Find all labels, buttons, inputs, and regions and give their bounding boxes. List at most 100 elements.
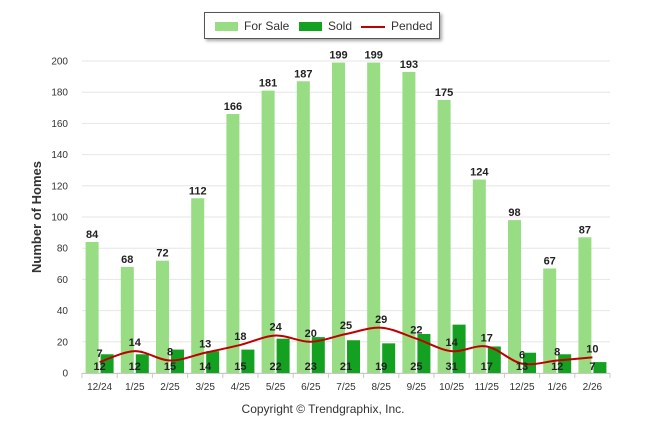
x-tick-label: 5/25 bbox=[266, 382, 286, 393]
data-label-sold: 15 bbox=[234, 361, 246, 373]
x-tick-label: 10/25 bbox=[439, 382, 464, 393]
data-label-sold: 12 bbox=[129, 361, 141, 373]
bar-sold-12/24 bbox=[100, 354, 114, 373]
bar-for-sale-2/26 bbox=[578, 237, 592, 373]
bar-for-sale-12/24 bbox=[85, 241, 99, 373]
bar-sold-11/25 bbox=[487, 346, 501, 373]
y-tick-label: 0 bbox=[62, 369, 68, 380]
x-tick-label: 2/26 bbox=[583, 382, 603, 393]
bar-for-sale-12/25 bbox=[508, 220, 521, 373]
data-label-sold: 17 bbox=[481, 361, 493, 373]
bar-for-sale-1/25 bbox=[120, 266, 134, 373]
data-label-for-sale: 124 bbox=[470, 167, 489, 179]
bar-for-sale-2/25 bbox=[156, 260, 169, 373]
legend-label-for-sale: For Sale bbox=[244, 19, 290, 33]
data-label-pended: 6 bbox=[519, 350, 525, 362]
y-tick-label: 200 bbox=[51, 57, 68, 68]
bar-sold-4/25 bbox=[241, 349, 255, 373]
pended-series bbox=[99, 326, 593, 366]
bar-sold-5/25 bbox=[276, 338, 290, 373]
data-label-sold: 14 bbox=[199, 361, 212, 373]
data-label-for-sale: 187 bbox=[294, 68, 312, 80]
bar-sold-3/25 bbox=[206, 351, 220, 373]
legend-swatch-for-sale bbox=[215, 22, 238, 32]
data-label-sold: 31 bbox=[445, 361, 457, 373]
y-tick-label: 120 bbox=[51, 181, 68, 192]
bar-for-sale-11/25 bbox=[472, 179, 486, 373]
data-label-sold: 19 bbox=[375, 361, 387, 373]
y-tick-label: 180 bbox=[51, 88, 68, 99]
x-tick-label: 4/25 bbox=[231, 382, 251, 393]
x-tick-label: 6/25 bbox=[301, 382, 321, 393]
x-tick-label: 1/26 bbox=[547, 382, 567, 393]
x-tick-label: 8/25 bbox=[371, 382, 391, 393]
bar-for-sale-8/25 bbox=[367, 62, 381, 374]
data-label-sold: 13 bbox=[516, 361, 528, 373]
x-tick-label: 12/25 bbox=[509, 382, 534, 393]
data-label-pended: 18 bbox=[234, 331, 246, 343]
for-sale-series bbox=[85, 62, 592, 374]
data-label-for-sale: 175 bbox=[435, 87, 453, 99]
data-label-pended: 13 bbox=[199, 339, 211, 351]
legend-label-pended: Pended bbox=[391, 19, 433, 33]
data-label-sold: 12 bbox=[93, 361, 105, 373]
y-tick-label: 80 bbox=[57, 244, 69, 255]
data-label-pended: 10 bbox=[586, 343, 598, 355]
y-axis: 0 20 40 60 80 100 120 140 160 180 200 bbox=[51, 57, 68, 380]
x-tick-label: 12/24 bbox=[87, 382, 112, 393]
data-label-pended: 24 bbox=[269, 322, 282, 334]
data-label-pended: 7 bbox=[97, 348, 103, 360]
y-axis-label: Number of Homes bbox=[29, 161, 44, 273]
data-label-for-sale: 67 bbox=[544, 255, 556, 267]
legend-item-pended[interactable]: Pended bbox=[361, 19, 432, 33]
bar-for-sale-6/25 bbox=[296, 81, 310, 373]
bar-for-sale-1/26 bbox=[543, 268, 557, 373]
legend-swatch-pended bbox=[361, 25, 385, 28]
x-axis: 12/24 1/25 2/25 3/25 4/25 5/25 6/25 7/25 8/25 9/2… bbox=[81, 373, 611, 393]
data-label-pended: 29 bbox=[375, 314, 387, 326]
data-label-pended: 8 bbox=[167, 347, 173, 359]
data-label-for-sale: 181 bbox=[259, 78, 277, 90]
data-label-for-sale: 199 bbox=[365, 50, 383, 62]
pended-line bbox=[99, 326, 593, 366]
data-label-for-sale: 166 bbox=[224, 101, 242, 113]
y-tick-label: 160 bbox=[51, 119, 68, 130]
data-label-sold: 23 bbox=[305, 361, 317, 373]
legend-item-sold[interactable]: Sold bbox=[299, 19, 352, 33]
legend-label-sold: Sold bbox=[328, 19, 353, 33]
data-label-sold: 7 bbox=[589, 361, 595, 373]
data-label-for-sale: 68 bbox=[121, 254, 133, 266]
bar-sold-12/25 bbox=[523, 352, 536, 373]
y-tick-label: 40 bbox=[57, 306, 69, 317]
legend: For Sale Sold Pended bbox=[204, 12, 440, 39]
bar-sold-7/25 bbox=[347, 340, 360, 373]
legend-item-for-sale[interactable]: For Sale bbox=[215, 19, 289, 33]
data-label-for-sale: 193 bbox=[400, 59, 418, 71]
x-tick-label: 2/25 bbox=[160, 382, 180, 393]
bar-sold-2/25 bbox=[171, 349, 184, 373]
data-label-pended: 14 bbox=[445, 337, 458, 349]
data-label-pended: 20 bbox=[305, 328, 317, 340]
y-tick-label: 60 bbox=[57, 275, 69, 286]
data-label-pended: 8 bbox=[554, 347, 560, 359]
data-label-sold: 25 bbox=[410, 361, 422, 373]
x-tick-label: 7/25 bbox=[336, 382, 356, 393]
bar-for-sale-4/25 bbox=[226, 114, 240, 373]
bar-sold-10/25 bbox=[452, 324, 466, 373]
x-tick-label: 1/25 bbox=[125, 382, 145, 393]
bar-for-sale-10/25 bbox=[437, 100, 451, 373]
x-tick-label: 11/25 bbox=[475, 382, 500, 393]
bar-sold-2/26 bbox=[593, 362, 607, 373]
data-label-sold: 15 bbox=[164, 361, 176, 373]
data-label-for-sale: 84 bbox=[86, 229, 99, 241]
data-label-pended: 17 bbox=[481, 332, 493, 344]
data-label-sold: 22 bbox=[269, 361, 281, 373]
data-label-sold: 21 bbox=[340, 361, 352, 373]
bar-for-sale-9/25 bbox=[402, 71, 416, 374]
data-label-for-sale: 98 bbox=[508, 207, 520, 219]
data-label-for-sale: 112 bbox=[189, 185, 207, 197]
bar-sold-6/25 bbox=[311, 337, 325, 373]
y-tick-label: 100 bbox=[51, 213, 68, 224]
